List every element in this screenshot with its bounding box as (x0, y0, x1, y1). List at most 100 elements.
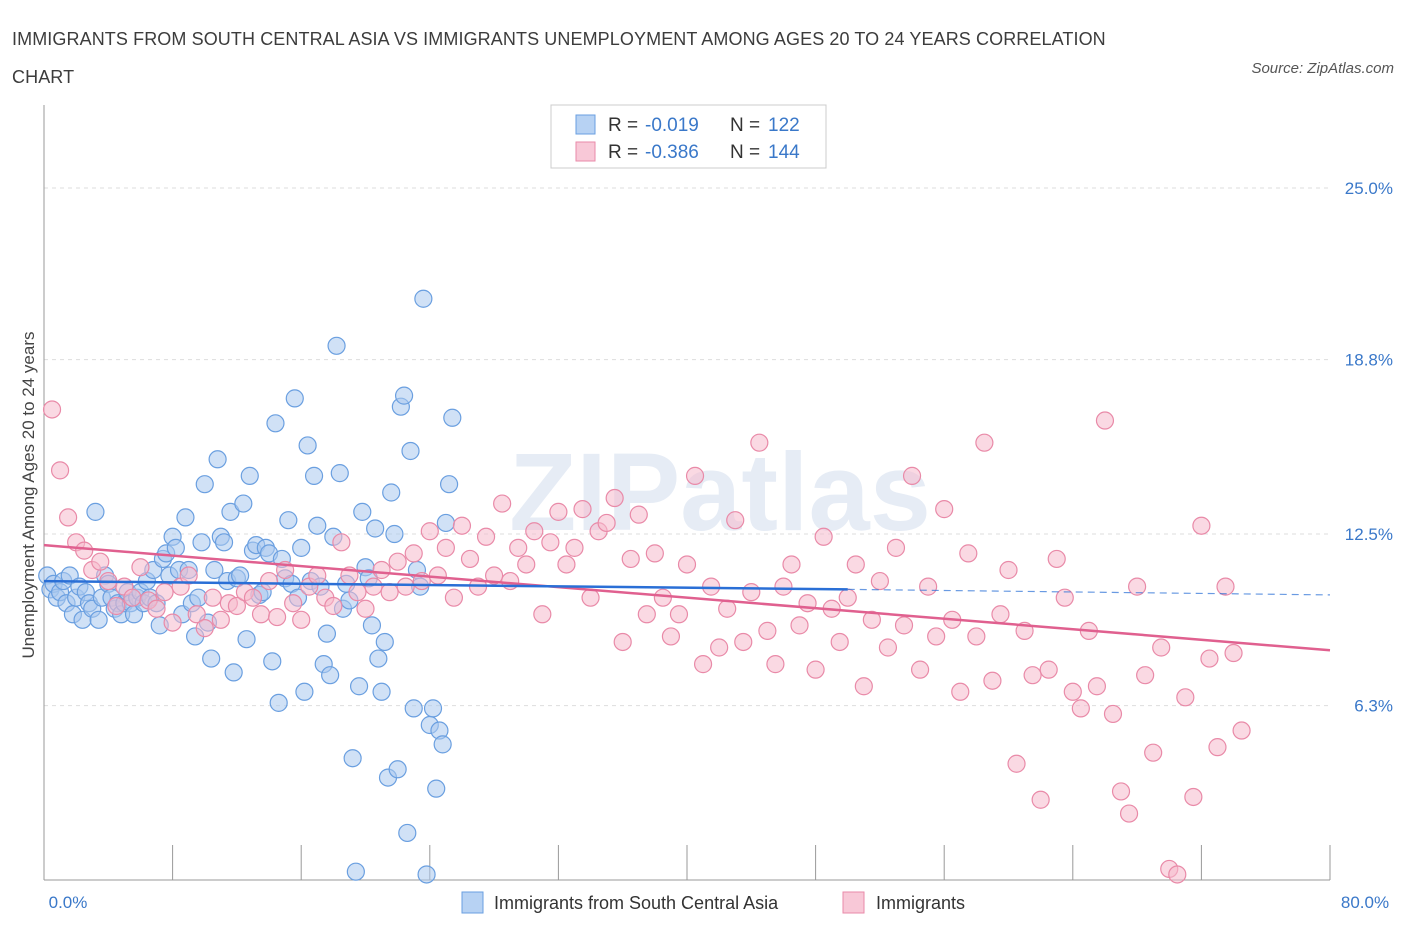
immigrants-point-62 (541, 533, 560, 552)
south-central-asia-point-104 (372, 682, 391, 701)
series-immigrants (42, 400, 1251, 884)
south-central-asia-point-91 (330, 464, 349, 483)
immigrants-point-61 (533, 605, 552, 624)
south-central-asia-point-90 (327, 336, 346, 355)
immigrants-point-30 (284, 594, 303, 613)
immigrants-point-92 (782, 555, 801, 574)
immigrants-point-90 (766, 655, 785, 674)
legend-swatch-blue (575, 114, 596, 135)
immigrants-point-67 (581, 588, 600, 607)
immigrants-point-102 (862, 610, 881, 629)
immigrants-point-99 (838, 588, 857, 607)
trend-lines (43, 543, 1331, 652)
immigrants-point-33 (308, 566, 327, 585)
immigrants-point-20 (203, 588, 222, 607)
south-central-asia-point-49 (195, 475, 214, 494)
south-central-asia-point-96 (346, 862, 365, 881)
immigrants-point-91 (774, 577, 793, 596)
south-central-asia-point-123 (433, 735, 452, 754)
immigrants-point-141 (1176, 688, 1195, 707)
immigrants-point-59 (517, 555, 536, 574)
south-central-asia-point-111 (394, 386, 414, 405)
south-central-asia-point-108 (385, 524, 404, 544)
y-tick-label-3: 25.0% (1345, 179, 1393, 198)
south-central-asia-point-51 (202, 649, 221, 668)
bottom-legend-label-blue: Immigrants from South Central Asia (494, 893, 779, 913)
south-central-asia-point-70 (263, 652, 282, 671)
immigrants-point-66 (573, 500, 592, 519)
immigrants-point-82 (702, 577, 721, 596)
immigrants-point-81 (693, 655, 713, 674)
immigrants-point-100 (846, 555, 865, 574)
immigrants-point-142 (1184, 787, 1203, 807)
immigrants-point-103 (870, 571, 890, 591)
x-axis-ticks (172, 845, 1331, 880)
immigrants-point-126 (1055, 588, 1074, 607)
south-central-asia-point-79 (292, 538, 311, 557)
immigrants-point-130 (1087, 677, 1107, 696)
immigrants-point-71 (613, 632, 632, 652)
immigrants-point-44 (396, 577, 415, 596)
immigrants-point-88 (750, 433, 769, 452)
immigrants-point-1 (50, 461, 70, 480)
south-central-asia-point-107 (382, 483, 401, 502)
x-tick-max: 80.0% (1341, 893, 1389, 912)
immigrants-point-43 (388, 552, 407, 571)
south-central-asia-point-75 (279, 511, 298, 530)
legend-r-label-2: R = (608, 142, 638, 163)
immigrants-point-8 (107, 596, 126, 616)
y-axis-labels: 6.3% 12.5% 18.8% 25.0% (1345, 179, 1393, 716)
immigrants-point-133 (1111, 782, 1131, 801)
immigrants-point-123 (1031, 790, 1050, 809)
immigrants-point-93 (790, 616, 809, 635)
south-central-asia-point-63 (240, 466, 259, 485)
south-central-asia-point-58 (224, 663, 243, 682)
immigrants-point-76 (653, 588, 672, 607)
south-central-asia-point-16 (89, 610, 108, 629)
immigrants-point-87 (742, 583, 761, 602)
immigrants-point-21 (211, 610, 230, 629)
immigrants-point-89 (758, 621, 777, 640)
immigrants-point-2 (59, 508, 78, 527)
immigrants-point-10 (123, 588, 142, 607)
immigrants-point-104 (878, 638, 898, 657)
immigrants-point-147 (1224, 643, 1243, 663)
south-central-asia-point-103 (369, 649, 388, 668)
immigrants-point-115 (967, 627, 986, 646)
immigrants-point-134 (1119, 804, 1139, 823)
immigrants-point-137 (1144, 743, 1163, 762)
bottom-legend-swatch-pink (842, 891, 865, 914)
immigrants-point-54 (476, 527, 496, 546)
immigrants-point-117 (983, 671, 1002, 690)
immigrants-point-65 (565, 538, 584, 557)
immigrants-point-127 (1063, 682, 1082, 701)
legend-swatch-pink (575, 141, 596, 162)
immigrants-point-50 (444, 588, 464, 607)
immigrants-point-122 (1023, 666, 1042, 685)
south-central-asia-point-15 (86, 502, 105, 521)
immigrants-point-40 (364, 577, 383, 596)
south-central-asia-point-72 (269, 693, 288, 712)
immigrants-point-26 (251, 605, 271, 624)
immigrants-point-132 (1103, 704, 1123, 724)
immigrants-point-36 (332, 533, 351, 552)
immigrants-point-19 (195, 619, 214, 638)
immigrants-point-79 (677, 555, 697, 574)
immigrants-point-4 (75, 541, 94, 560)
immigrants-point-113 (951, 682, 970, 701)
immigrants-point-138 (1152, 638, 1171, 657)
immigrants-point-86 (734, 632, 753, 652)
immigrants-point-38 (348, 583, 367, 602)
immigrants-point-114 (959, 544, 978, 563)
south-central-asia-point-98 (353, 502, 372, 521)
immigrants-point-77 (661, 627, 681, 646)
south-central-asia-point-57 (221, 502, 240, 521)
immigrants-point-111 (935, 500, 954, 519)
immigrants-point-63 (549, 502, 568, 521)
south-central-asia-point-53 (208, 450, 227, 469)
immigrants-trend-line (43, 543, 1331, 652)
immigrants-point-6 (91, 552, 110, 571)
y-axis-title: Unemployment Among Ages 20 to 24 years (19, 332, 38, 659)
y-tick-label-1: 12.5% (1345, 525, 1393, 544)
south-central-asia-point-88 (321, 666, 340, 685)
